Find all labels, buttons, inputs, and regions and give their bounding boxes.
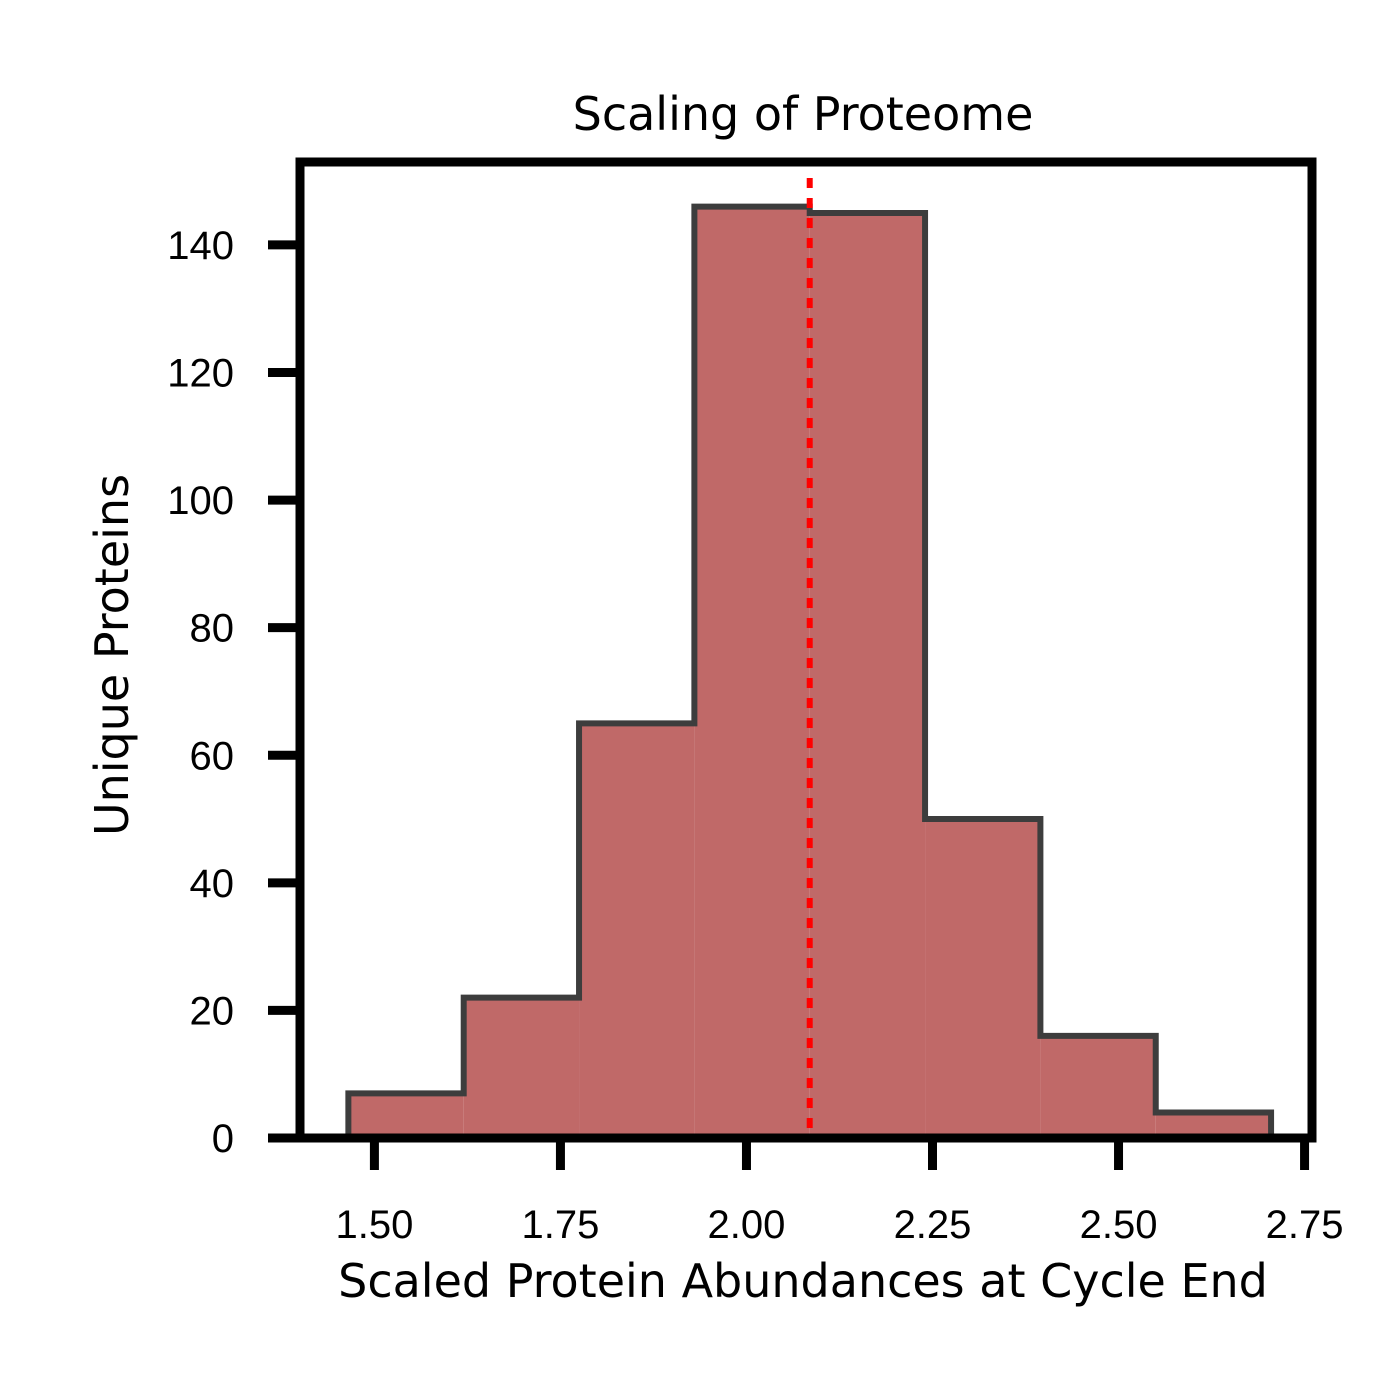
x-tick-label: 2.25 — [894, 1203, 972, 1247]
x-tick-label: 1.75 — [522, 1203, 600, 1247]
y-axis-ticks: 0 20 40 60 80 100 120 140 — [167, 224, 300, 1161]
y-axis-label: Unique Proteins — [85, 474, 139, 836]
histogram-outline-layer — [345, 203, 1275, 1138]
y-tick-label: 80 — [190, 607, 235, 651]
x-axis-ticks: 1.50 1.75 2.00 2.25 2.50 2.75 — [335, 1138, 1343, 1247]
histogram-outline — [345, 203, 1275, 1138]
y-tick-label: 60 — [190, 734, 235, 778]
y-tick-label: 40 — [190, 862, 235, 906]
y-tick-label: 140 — [167, 224, 234, 268]
histogram-bar — [925, 819, 1041, 1138]
y-tick-label: 0 — [212, 1117, 234, 1161]
histogram-bar — [579, 723, 695, 1138]
y-tick-label: 20 — [190, 989, 235, 1033]
x-tick-label: 2.00 — [708, 1203, 786, 1247]
histogram-bar — [694, 206, 810, 1139]
x-tick-label: 2.75 — [1266, 1203, 1344, 1247]
chart-title: Scaling of Proteome — [573, 87, 1034, 141]
plot-frame — [295, 157, 1317, 1143]
y-tick-label: 100 — [167, 479, 234, 523]
histogram-bar — [463, 997, 580, 1138]
x-tick-label: 1.50 — [335, 1203, 413, 1247]
histogram-bar — [809, 213, 926, 1138]
plot-frame-layer — [295, 157, 1317, 1143]
x-tick-label: 2.50 — [1080, 1203, 1158, 1247]
x-axis-label: Scaled Protein Abundances at Cycle End — [338, 1254, 1268, 1308]
histogram-bar — [1040, 1035, 1156, 1138]
y-tick-label: 120 — [167, 352, 234, 396]
histogram-bar — [348, 1093, 464, 1138]
